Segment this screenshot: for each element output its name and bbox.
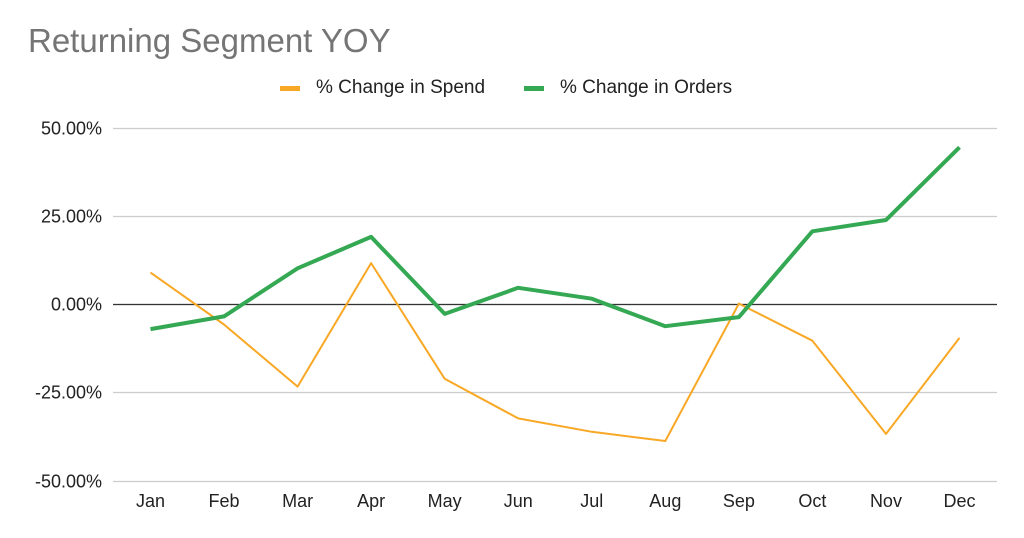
x-tick-label: Aug [649,491,681,511]
x-tick-label: May [428,491,462,511]
x-tick-label: Mar [282,491,313,511]
legend-swatch-orders [524,85,544,91]
legend-label-orders: % Change in Orders [560,77,733,98]
x-tick-label: Jul [580,491,603,511]
x-tick-label: Nov [870,491,902,511]
x-axis: Jan Feb Mar Apr May Jun Jul Aug Sep Oct Nov Dec [136,491,976,511]
x-tick-label: Oct [798,491,826,511]
y-axis: 50.00% 25.00% 0.00% -25.00% -50.00% [35,119,102,492]
y-tick-label: 25.00% [41,207,102,227]
x-tick-label: Dec [943,491,975,511]
chart-title: Returning Segment YOY [28,22,391,59]
legend-swatch-spend [280,85,300,91]
legend-label-spend: % Change in Spend [316,77,486,98]
series-lines [149,145,961,442]
x-tick-label: Jan [136,491,165,511]
x-tick-label: Feb [209,491,240,511]
y-tick-label: 0.00% [51,295,102,315]
y-tick-label: -25.00% [35,383,102,403]
legend: % Change in Spend % Change in Orders [0,77,1024,101]
orders-line[interactable] [150,145,961,332]
legend-item-orders[interactable]: % Change in Orders [524,77,732,99]
gridlines [113,127,997,483]
x-tick-label: Apr [357,491,385,511]
x-tick-label: Sep [723,491,755,511]
x-tick-label: Jun [504,491,533,511]
spend-line[interactable] [149,262,961,442]
y-tick-label: 50.00% [41,119,102,139]
legend-item-spend[interactable]: % Change in Spend [280,77,485,99]
y-tick-label: -50.00% [35,472,102,492]
